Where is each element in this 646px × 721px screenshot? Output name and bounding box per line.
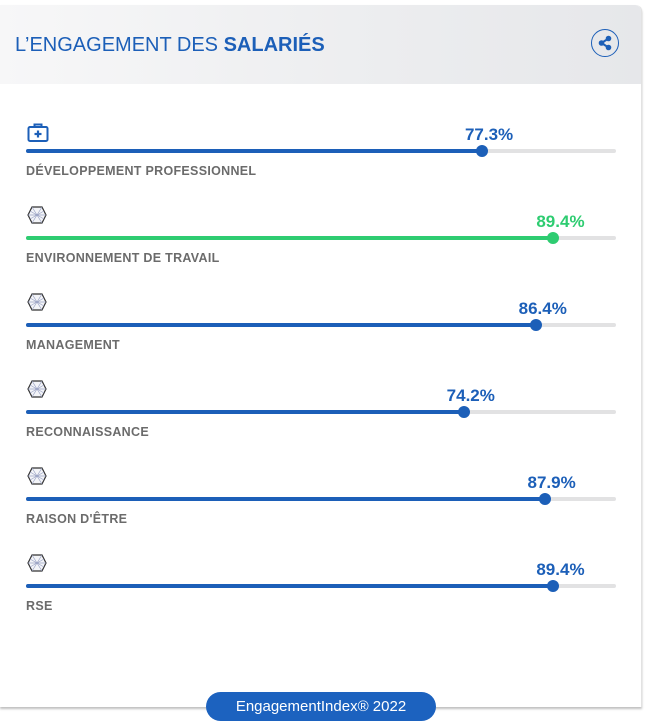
engagement-index-badge: EngagementIndex® 2022 — [206, 692, 436, 721]
metric-label: MANAGEMENT — [26, 338, 120, 352]
metric-fill — [26, 149, 483, 153]
metric-label: RSE — [26, 599, 53, 613]
metric-fill — [26, 236, 554, 240]
metric-track — [26, 232, 616, 244]
metric-knob — [529, 319, 542, 331]
broken-image-icon — [26, 465, 50, 489]
metric-track — [26, 406, 616, 418]
metric-row-4: 74.2% RECONNAISSANCE — [0, 379, 641, 466]
medical-kit-icon — [26, 120, 50, 144]
metric-fill — [26, 584, 554, 588]
share-button[interactable] — [591, 29, 619, 57]
metric-label: RECONNAISSANCE — [26, 425, 149, 439]
metric-row-6: 89.4% RSE — [0, 553, 641, 640]
broken-image-icon — [26, 378, 50, 402]
broken-image-icon — [26, 552, 50, 576]
metric-track — [26, 493, 616, 505]
card-title: L’ENGAGEMENT DES SALARIÉS — [15, 34, 325, 57]
metric-value: 89.4% — [536, 212, 585, 231]
metric-row-2: 89.4% ENVIRONNEMENT DE TRAVAIL — [0, 205, 641, 292]
title-prefix: L’ENGAGEMENT DES — [15, 34, 224, 56]
metric-row-3: 86.4% MANAGEMENT — [0, 292, 641, 379]
metric-track — [26, 319, 616, 331]
metric-label: ENVIRONNEMENT DE TRAVAIL — [26, 251, 220, 265]
metric-row-1: 77.3% DÉVELOPPEMENT PROFESSIONNEL — [0, 118, 641, 205]
metric-track — [26, 580, 616, 592]
engagement-card: L’ENGAGEMENT DES SALARIÉS 77.3% DÉVELOPP… — [0, 5, 642, 707]
metric-knob — [547, 580, 560, 592]
metric-value: 74.2% — [446, 386, 495, 405]
metric-value: 89.4% — [536, 560, 585, 579]
card-header: L’ENGAGEMENT DES SALARIÉS — [0, 5, 641, 84]
metric-track — [26, 145, 616, 157]
metric-fill — [26, 410, 464, 414]
title-bold: SALARIÉS — [223, 34, 325, 56]
metric-label: RAISON D'ÊTRE — [26, 512, 128, 526]
metric-knob — [538, 493, 551, 505]
metric-fill — [26, 497, 545, 501]
metric-fill — [26, 323, 536, 327]
broken-image-icon — [26, 204, 50, 228]
metric-value: 87.9% — [527, 473, 576, 492]
broken-image-icon — [26, 291, 50, 315]
metric-value: 86.4% — [518, 299, 567, 318]
share-icon — [598, 35, 612, 51]
metric-label: DÉVELOPPEMENT PROFESSIONNEL — [26, 164, 257, 178]
metric-knob — [457, 406, 470, 418]
metric-value: 77.3% — [464, 125, 514, 144]
metric-knob — [547, 232, 560, 244]
metric-row-5: 87.9% RAISON D'ÊTRE — [0, 466, 641, 553]
metric-knob — [476, 145, 489, 157]
